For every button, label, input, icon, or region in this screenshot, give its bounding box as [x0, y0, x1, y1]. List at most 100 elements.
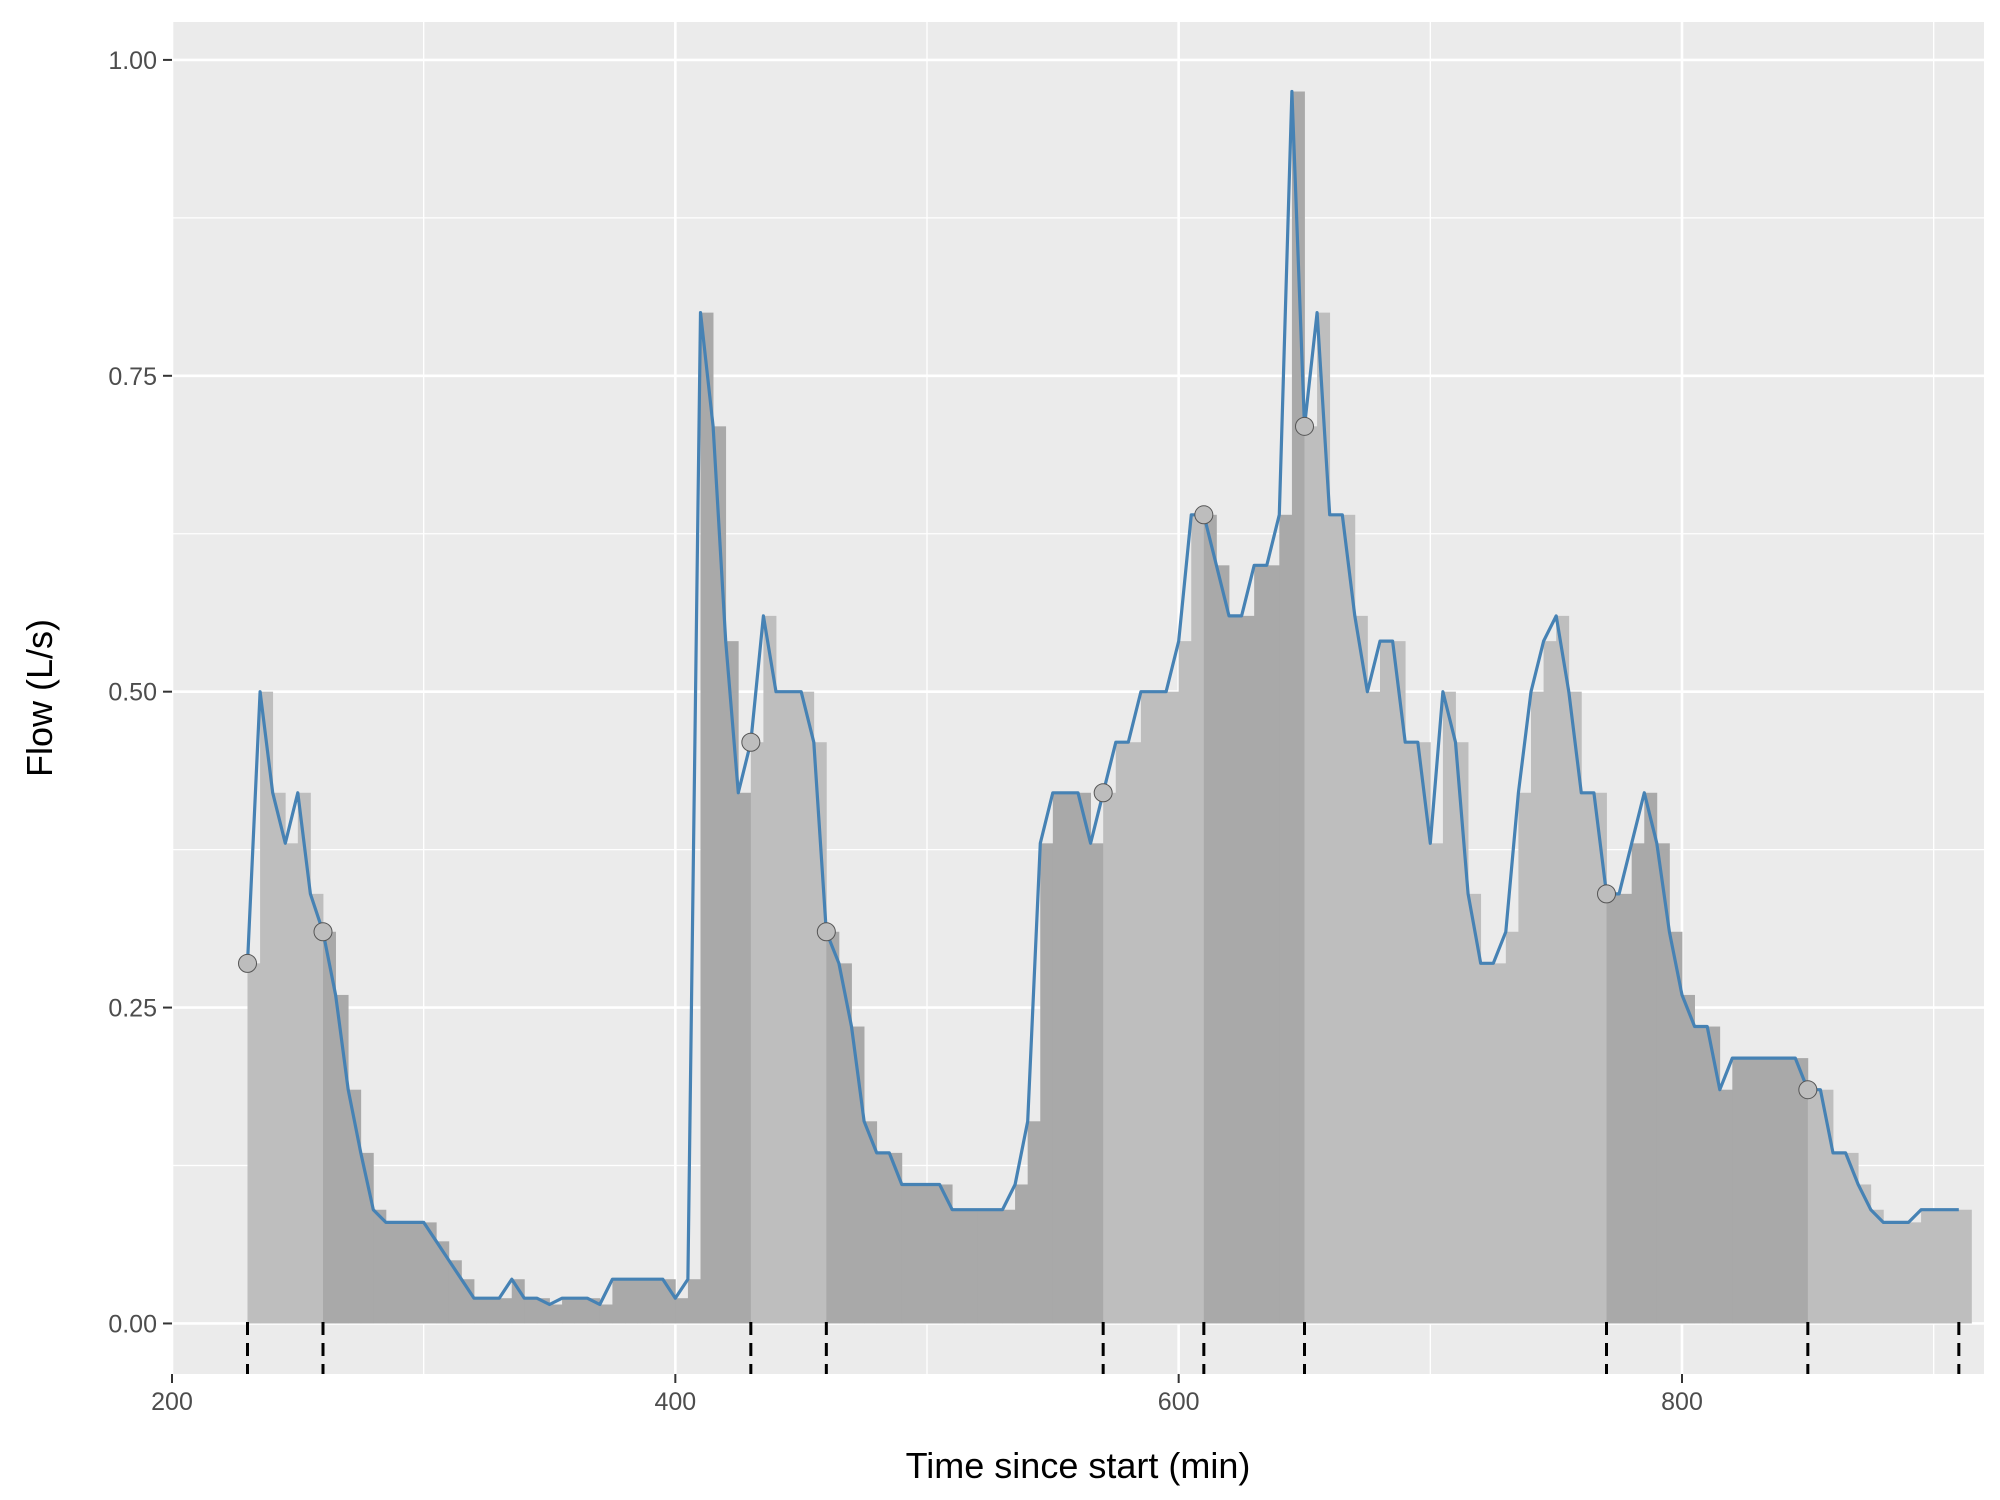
bar [838, 963, 852, 1324]
bar [914, 1184, 928, 1324]
bar [675, 1298, 689, 1324]
marker-point [816, 922, 836, 942]
bar [1795, 1058, 1809, 1324]
bar [788, 691, 802, 1324]
bar [1442, 691, 1456, 1324]
markers [238, 416, 1818, 1100]
bar [1845, 1152, 1859, 1324]
bar [1518, 792, 1532, 1324]
bar [1719, 1089, 1733, 1324]
bar [1606, 893, 1620, 1324]
bar [599, 1304, 613, 1324]
bar [1656, 843, 1670, 1324]
bar [1908, 1222, 1922, 1324]
y-axis: 0.00 0.25 0.50 0.75 1.00 [108, 47, 172, 1338]
bar [1380, 641, 1393, 1324]
x-tick-label: 200 [151, 1388, 193, 1416]
bar [1417, 742, 1431, 1324]
bar [1115, 742, 1129, 1324]
bar [1895, 1222, 1909, 1324]
bar [662, 1279, 676, 1324]
y-axis-title: Flow (L/s) [19, 619, 60, 777]
bar [1782, 1058, 1796, 1324]
bar [700, 312, 714, 1324]
bar [1631, 843, 1645, 1324]
bar [1858, 1184, 1872, 1324]
marker-point [238, 953, 257, 973]
bar [323, 931, 336, 1324]
marker-point [741, 732, 761, 752]
bar [1027, 1121, 1041, 1324]
bar [285, 843, 299, 1324]
bar [1078, 792, 1091, 1324]
bar [687, 1279, 701, 1324]
bar [474, 1298, 487, 1324]
y-tick-label: 0.25 [108, 995, 157, 1023]
bar [1002, 1209, 1016, 1324]
bar [436, 1241, 450, 1324]
bar [562, 1298, 576, 1324]
bars [247, 91, 1972, 1324]
bar [1480, 963, 1494, 1324]
bar [1291, 91, 1305, 1324]
x-axis: 200 400 600 800 [151, 1374, 1703, 1416]
marker-point [1093, 783, 1113, 803]
bar [1543, 641, 1557, 1324]
bar [1644, 792, 1658, 1324]
bar [826, 931, 840, 1324]
bar [373, 1209, 387, 1324]
bar [1870, 1209, 1884, 1324]
bar [939, 1184, 953, 1324]
bar [1329, 514, 1343, 1324]
bar [1015, 1184, 1029, 1324]
bar [1682, 994, 1695, 1324]
y-tick-label: 0.50 [108, 679, 157, 707]
bar [272, 792, 286, 1324]
bar [876, 1152, 890, 1324]
bar [927, 1184, 940, 1324]
bar [1166, 691, 1180, 1324]
bar [776, 691, 789, 1324]
bar [499, 1298, 513, 1324]
bar [1241, 615, 1255, 1324]
bar [423, 1222, 437, 1324]
bar [549, 1304, 563, 1324]
bar [1090, 843, 1104, 1324]
bar [1178, 641, 1192, 1324]
bar [1732, 1058, 1746, 1324]
bar [1128, 742, 1142, 1324]
bar [1531, 691, 1544, 1324]
bar [713, 426, 727, 1324]
bar [738, 792, 752, 1324]
bar [461, 1279, 475, 1324]
bar [1354, 615, 1368, 1324]
bar [1040, 843, 1054, 1324]
bar [1405, 742, 1419, 1324]
bar [348, 1089, 362, 1324]
bar [952, 1209, 966, 1324]
bar [1757, 1058, 1771, 1324]
bar [625, 1279, 638, 1324]
bar [1883, 1222, 1897, 1324]
x-tick-label: 800 [1661, 1388, 1703, 1416]
y-tick-label: 0.75 [108, 363, 157, 391]
bar [1581, 792, 1595, 1324]
x-tick-label: 400 [654, 1388, 696, 1416]
bar [1820, 1089, 1834, 1324]
bar [1556, 615, 1570, 1324]
bar [864, 1121, 878, 1324]
bar [637, 1279, 651, 1324]
bar [385, 1222, 399, 1324]
bar [977, 1209, 991, 1324]
bar [1266, 565, 1280, 1324]
x-axis-title: Time since start (min) [906, 1445, 1251, 1486]
bar [1807, 1089, 1821, 1324]
bar [1707, 1026, 1721, 1324]
bar [1140, 691, 1154, 1324]
bar [1304, 426, 1318, 1324]
bar [398, 1222, 412, 1324]
bar [1669, 931, 1683, 1324]
marker-point [1295, 416, 1314, 436]
y-tick-label: 1.00 [108, 47, 157, 75]
